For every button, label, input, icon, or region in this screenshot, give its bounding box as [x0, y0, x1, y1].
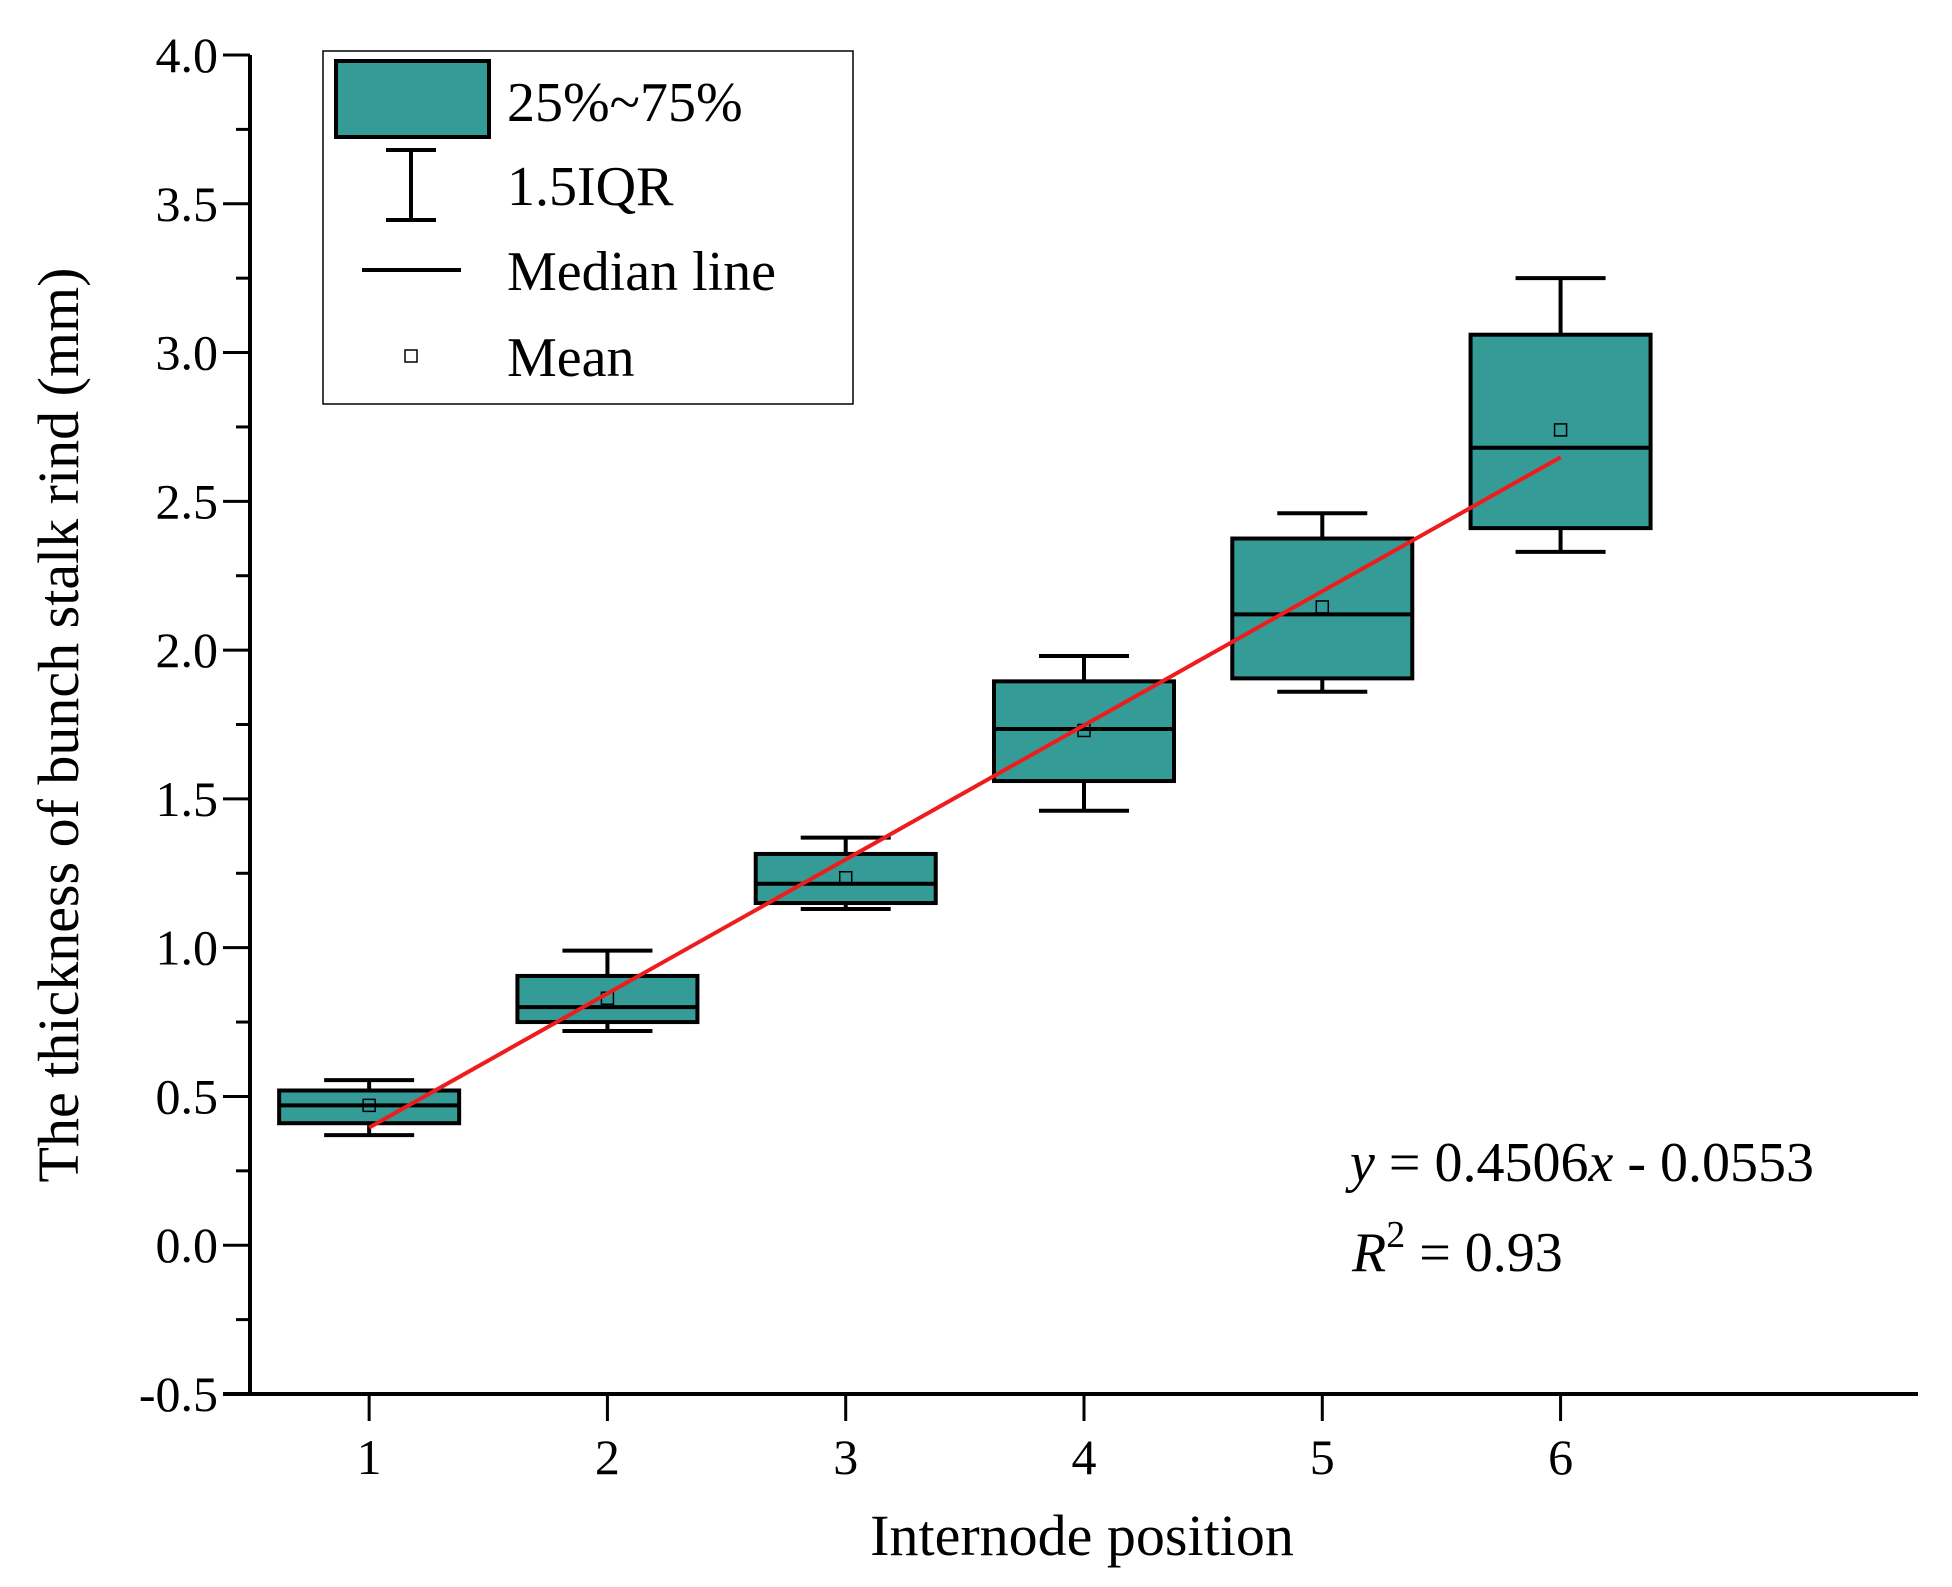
mean-marker: [838, 870, 853, 885]
eq-x-symbol: x: [1587, 1132, 1613, 1194]
y-axis-title: The thickness of bunch stalk rind (mm): [26, 268, 91, 1183]
regression-line-group: [368, 455, 1562, 1130]
legend-box-swatch: [334, 59, 491, 139]
regression-equation: y = 0.4506x - 0.0553: [1345, 1132, 1814, 1194]
x-tick-label: 2: [595, 1429, 620, 1485]
y-tick-label: 1.0: [156, 920, 219, 976]
iqr-box: [515, 973, 700, 1025]
r-squared: R2 = 0.93: [1351, 1214, 1563, 1284]
y-tick-label: 2.5: [156, 473, 219, 529]
legend-mean-icon: [404, 349, 418, 363]
y-tick-label: 0.0: [156, 1217, 219, 1273]
y-tick-label: 1.5: [156, 771, 219, 827]
y-tick-label: 2.0: [156, 622, 219, 678]
legend-whisker-icon: [386, 148, 436, 222]
x-tick-label: 3: [833, 1429, 858, 1485]
box-item: [1230, 511, 1415, 694]
iqr-box: [992, 679, 1176, 784]
box-item: [515, 948, 700, 1033]
x-tick-label: 5: [1310, 1429, 1335, 1485]
legend-label-median: Median line: [507, 241, 776, 303]
y-axis: -0.5 0.0 0.5 1.0 1.5 2.0 2.5 3.0 3.5 4.0: [139, 27, 252, 1422]
x-axis: 1 2 3 4 5 6: [223, 1392, 1918, 1485]
eq-intercept: - 0.0553: [1613, 1132, 1814, 1194]
box-series: [277, 276, 1653, 1138]
x-tick-label: 6: [1548, 1429, 1573, 1485]
r2-value: = 0.93: [1405, 1222, 1563, 1284]
y-tick-label: 0.5: [156, 1068, 219, 1124]
y-tick-label: -0.5: [139, 1366, 218, 1422]
y-tick-label: 3.5: [156, 176, 219, 232]
r2-symbol: R: [1351, 1222, 1386, 1284]
mean-marker: [1553, 423, 1568, 437]
legend-label-box: 25%~75%: [507, 72, 743, 134]
box-item: [753, 835, 938, 911]
x-tick-label: 1: [357, 1429, 382, 1485]
box-item: [1468, 276, 1653, 554]
eq-slope: = 0.4506: [1375, 1132, 1589, 1194]
legend: 25%~75% 1.5IQR Median line Mean: [322, 50, 854, 405]
y-tick-label: 4.0: [156, 27, 219, 83]
legend-label-whisker: 1.5IQR: [507, 156, 674, 218]
box-item: [992, 654, 1176, 813]
eq-y-symbol: y: [1345, 1132, 1375, 1194]
iqr-box: [753, 851, 938, 906]
regression-annotation: y = 0.4506x - 0.0553 R2 = 0.93: [1345, 1132, 1814, 1284]
x-axis-title: Internode position: [870, 1503, 1294, 1568]
x-tick-label: 4: [1072, 1429, 1097, 1485]
y-tick-label: 3.0: [156, 325, 219, 381]
mean-marker: [1315, 600, 1330, 614]
iqr-box: [1230, 536, 1415, 681]
mean-marker: [362, 1098, 376, 1113]
regression-line: [368, 455, 1562, 1130]
r2-superscript: 2: [1386, 1214, 1405, 1256]
iqr-box: [1468, 332, 1653, 531]
legend-label-mean: Mean: [507, 327, 635, 389]
